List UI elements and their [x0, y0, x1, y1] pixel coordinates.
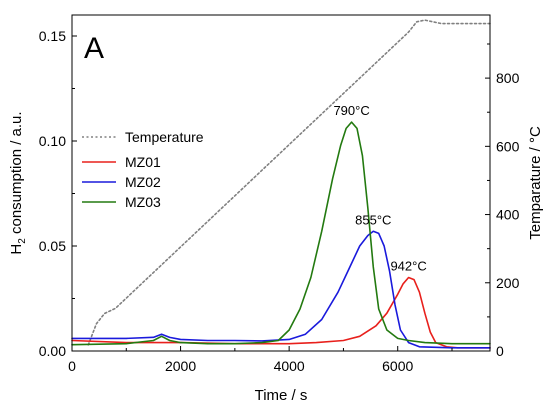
peak-annotation-3: 942°C	[390, 259, 426, 274]
y-axis-label: H2 consumption / a.u.	[8, 111, 28, 254]
y2-tick-label: 600	[496, 138, 520, 154]
peak-annotation-1: 790°C	[333, 103, 369, 118]
legend-label-mz01: MZ01	[125, 154, 161, 170]
y-tick-label: 0.10	[39, 133, 66, 149]
y2-tick-label: 200	[496, 275, 520, 291]
y-tick-label: 0.15	[39, 28, 66, 44]
y-tick-label: 0.00	[39, 343, 66, 359]
y2-axis-label: Temparature / °C	[527, 126, 544, 240]
y2-tick-label: 800	[496, 70, 520, 86]
y-axis-ticks: 0.00 0.05 0.10 0.15	[39, 28, 77, 359]
y2-tick-label: 0	[496, 343, 504, 359]
panel-label: A	[84, 32, 104, 65]
x-tick-label: 2000	[165, 358, 196, 374]
y-axis-label-suffix: consumption / a.u.	[8, 111, 25, 238]
peak-annotation-2: 855°C	[355, 212, 391, 227]
legend-label-temperature: Temperature	[125, 129, 204, 145]
y2-axis-ticks: 0 200 400 600 800	[485, 43, 520, 359]
legend: Temperature MZ01 MZ02 MZ03	[82, 129, 204, 210]
y2-tick-label: 400	[496, 207, 520, 223]
series-line-mz02	[71, 230, 491, 349]
legend-label-mz02: MZ02	[125, 174, 161, 190]
plot-content: 790°C 855°C 942°C	[71, 19, 491, 349]
x-axis-label: Time / s	[255, 387, 308, 404]
series-line-mz03	[71, 121, 491, 346]
series-line-temperature	[87, 19, 491, 346]
x-tick-label: 6000	[382, 358, 413, 374]
x-tick-label: 0	[68, 358, 76, 374]
plot-frame	[71, 14, 491, 352]
y-axis-label-subscript: 2	[17, 238, 28, 244]
legend-label-mz03: MZ03	[125, 194, 161, 210]
y-axis-label-prefix: H	[8, 244, 25, 255]
x-axis-ticks: 0 2000 4000 6000	[68, 346, 453, 374]
y-tick-label: 0.05	[39, 238, 66, 254]
x-tick-label: 4000	[274, 358, 305, 374]
